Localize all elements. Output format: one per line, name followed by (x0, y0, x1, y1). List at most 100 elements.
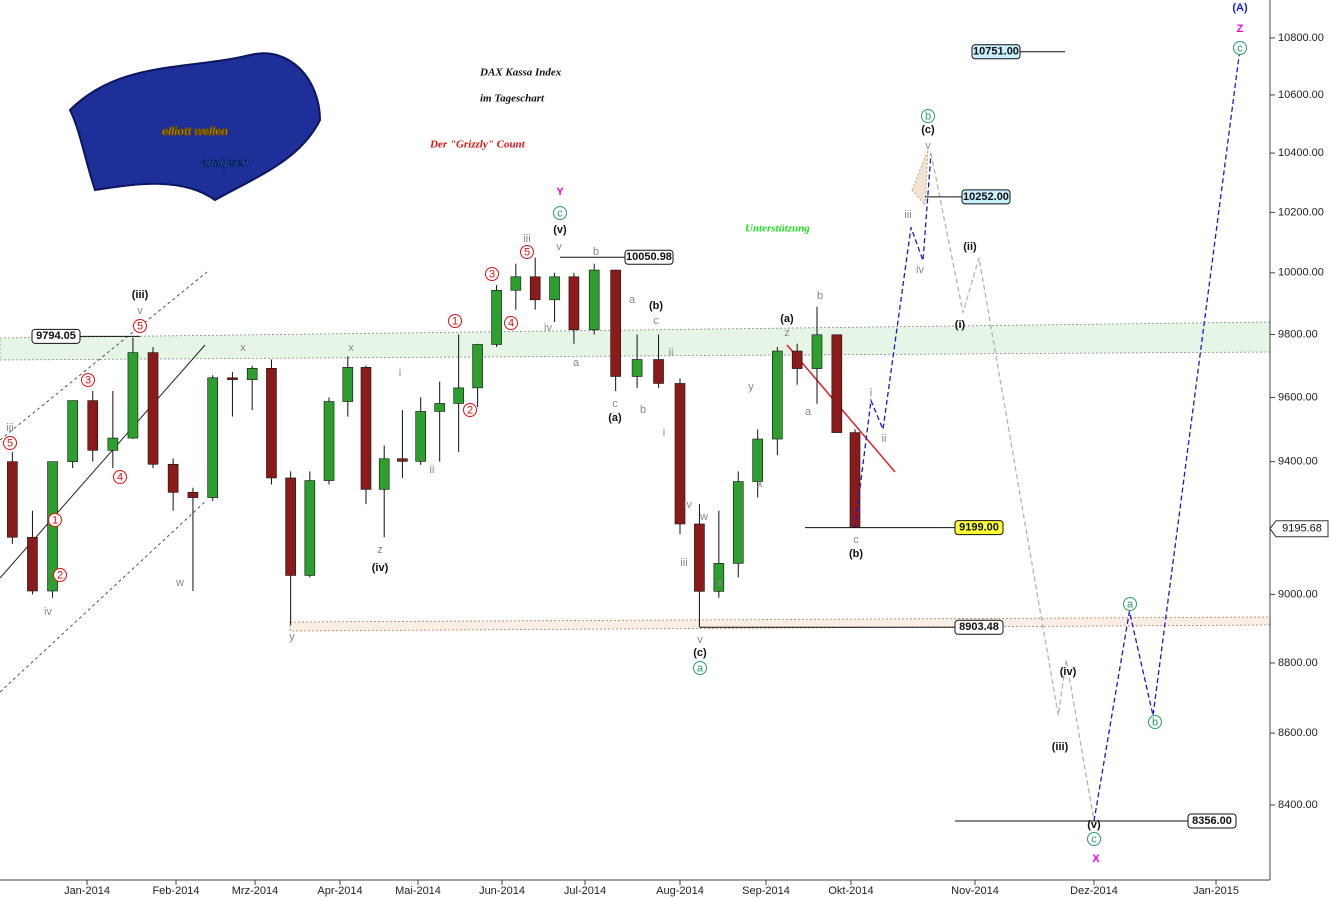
wave-label: (b) (649, 300, 663, 312)
wave-label: 4 (508, 317, 514, 329)
forecast-line (930, 152, 1095, 822)
candle-body (342, 367, 354, 402)
wave-label: (c) (921, 124, 935, 136)
wave-label: a (805, 406, 812, 418)
x-tick-label: Jul-2014 (564, 885, 606, 897)
level-label: 8356.00 (1192, 815, 1232, 827)
x-tick-label: Mai-2014 (395, 885, 441, 897)
candle-body (187, 492, 199, 498)
wave-circle (1233, 41, 1247, 55)
wave-circle (53, 568, 67, 582)
candle-body (849, 432, 861, 528)
level-box (961, 189, 1011, 205)
level-label: 10751.00 (973, 46, 1019, 58)
candle-body (588, 269, 600, 331)
last-price-label: 9195.68 (1282, 523, 1322, 535)
x-tick-label: Feb-2014 (152, 885, 199, 897)
wave-label: (a) (608, 412, 622, 424)
wave-label: (iii) (132, 289, 149, 301)
wave-label: (iv) (372, 562, 389, 574)
y-tick-label: 10000.00 (1278, 267, 1324, 279)
wave-label: 5 (7, 437, 13, 449)
wave-label: b (925, 110, 931, 122)
wave-circle (463, 403, 477, 417)
channel-line (0, 271, 208, 441)
wave-circle (133, 319, 147, 333)
candle-body (127, 352, 139, 439)
logo-text: analysen (201, 157, 248, 169)
wave-label: 2 (467, 404, 473, 416)
candle-body (27, 536, 38, 592)
x-tick-label: Apr-2014 (317, 885, 362, 897)
wave-label: x (717, 577, 723, 589)
wave-label: iv (916, 264, 924, 276)
candle-body (378, 458, 390, 490)
x-tick-label: Okt-2014 (828, 885, 873, 897)
candle-body (752, 438, 763, 482)
wave-label: a (697, 662, 704, 674)
candle-body (811, 334, 823, 369)
wave-label: 2 (57, 569, 63, 581)
level-box (1187, 813, 1237, 829)
wave-circle (81, 373, 95, 387)
candle-body (397, 458, 408, 462)
support-label: Unterstützung (745, 223, 810, 235)
candle-body (107, 437, 119, 451)
wave-label: v (697, 634, 703, 646)
y-tick-label: 10400.00 (1278, 147, 1324, 159)
x-tick-label: Dez-2014 (1070, 885, 1118, 897)
logo-flag (68, 52, 322, 202)
wave-label: (ii) (963, 241, 977, 253)
x-tick-label: Jun-2014 (479, 885, 525, 897)
y-tick-label: 9800.00 (1278, 328, 1318, 340)
wave-circle (921, 109, 935, 123)
wave-label: ii (882, 433, 887, 445)
wave-label: c (1091, 833, 1097, 845)
wave-label: (A) (1232, 2, 1248, 14)
wave-label: (b) (849, 548, 863, 560)
candle-body (549, 276, 560, 301)
level-label: 10252.00 (963, 191, 1009, 203)
wave-circle (1087, 832, 1101, 846)
wave-label: i (399, 367, 401, 379)
wave-label: ii (669, 347, 674, 359)
wave-label: (iii) (1052, 741, 1069, 753)
level-label: 9794.05 (36, 330, 76, 342)
candle-body (415, 411, 427, 462)
wave-label: a (573, 357, 580, 369)
candle-body (246, 367, 258, 380)
x-tick-label: Jan-2015 (1193, 885, 1239, 897)
wave-label: y (748, 381, 754, 393)
candle-body (285, 477, 296, 576)
wave-circle (448, 314, 462, 328)
wave-label: (v) (553, 224, 567, 236)
y-tick-label: 8600.00 (1278, 727, 1318, 739)
wave-label: i (870, 387, 872, 399)
wave-label: b (593, 246, 599, 258)
candle-body (360, 367, 372, 490)
candle-body (147, 352, 159, 465)
y-tick-label: 9600.00 (1278, 391, 1318, 403)
level-label: 10050.98 (626, 251, 672, 263)
channel-line (0, 499, 208, 693)
wave-label: 4 (117, 471, 123, 483)
wave-circle (113, 470, 127, 484)
wave-label: Y (556, 186, 564, 198)
candle-body (453, 387, 464, 404)
candle-body (791, 350, 803, 369)
wave-label: x (348, 342, 354, 354)
target-zone (911, 149, 929, 207)
wave-label: c (853, 534, 859, 546)
wave-label: w (175, 577, 184, 589)
candle-body (472, 344, 483, 389)
candle-body (227, 377, 238, 380)
candle-body (67, 400, 78, 462)
wave-label: c (1237, 42, 1243, 54)
x-tick-label: Aug-2014 (656, 885, 704, 897)
y-tick-label: 10800.00 (1278, 32, 1324, 44)
y-tick-label: 8400.00 (1278, 799, 1318, 811)
wave-label: v (556, 241, 562, 253)
candle-body (631, 359, 643, 377)
y-tick-label: 9400.00 (1278, 456, 1318, 468)
